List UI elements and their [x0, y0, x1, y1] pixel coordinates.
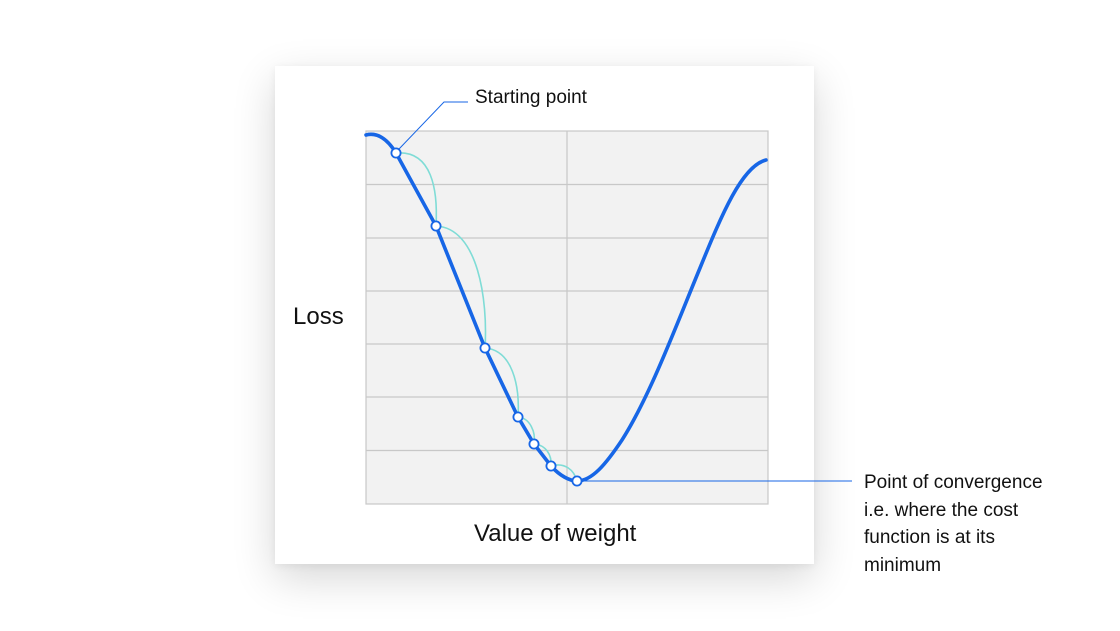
step-point-6	[545, 460, 557, 472]
x-axis-label: Value of weight	[474, 520, 637, 547]
step-point-convergence	[571, 475, 583, 487]
step-arc-3	[484, 347, 520, 418]
starting-point-label: Starting point	[475, 87, 587, 108]
step-point-2	[430, 220, 442, 232]
convergence-label: Point of convergence i.e. where the cost…	[864, 469, 1094, 579]
convergence-label-line-2: i.e. where the cost	[864, 499, 1019, 521]
step-points	[390, 147, 583, 487]
step-point-start	[390, 147, 402, 159]
step-arc-2	[435, 225, 487, 349]
step-arc-1	[395, 152, 438, 227]
step-point-5	[528, 438, 540, 450]
y-axis-label: Loss	[293, 303, 344, 330]
start-leader-line	[398, 101, 468, 150]
convergence-label-line-3: function is at its	[864, 527, 995, 548]
convergence-label-line-1: Point of convergence	[864, 472, 1043, 493]
step-point-3	[479, 342, 491, 354]
step-point-4	[512, 411, 524, 423]
convergence-label-line-4: minimum	[864, 554, 942, 576]
